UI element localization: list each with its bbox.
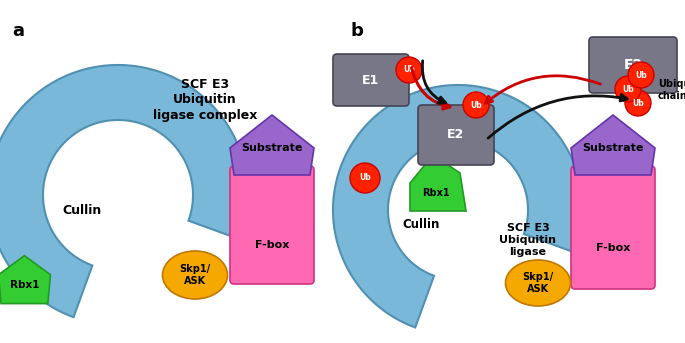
Text: E2: E2 xyxy=(447,129,464,142)
Circle shape xyxy=(615,76,641,102)
FancyArrowPatch shape xyxy=(423,61,445,103)
FancyBboxPatch shape xyxy=(418,105,494,165)
Circle shape xyxy=(625,90,651,116)
Text: F-box: F-box xyxy=(255,240,289,250)
Text: Rbx1: Rbx1 xyxy=(10,280,39,289)
FancyBboxPatch shape xyxy=(230,166,314,284)
Text: Cullin: Cullin xyxy=(62,203,101,216)
Circle shape xyxy=(463,92,489,118)
Text: Ub: Ub xyxy=(470,100,482,109)
FancyArrowPatch shape xyxy=(486,76,600,103)
Polygon shape xyxy=(0,256,51,304)
Text: Skp1/
ASK: Skp1/ ASK xyxy=(179,264,210,286)
Text: Skp1/
ASK: Skp1/ ASK xyxy=(523,272,553,294)
Text: Ub: Ub xyxy=(622,84,634,94)
Text: SCF E3
Ubiquitin
ligase complex: SCF E3 Ubiquitin ligase complex xyxy=(153,78,257,122)
Text: Substrate: Substrate xyxy=(582,143,644,153)
Text: Ub: Ub xyxy=(359,174,371,182)
Text: Substrate: Substrate xyxy=(241,143,303,153)
Polygon shape xyxy=(0,65,248,317)
Text: Ub: Ub xyxy=(632,98,644,107)
FancyArrowPatch shape xyxy=(412,68,450,109)
FancyBboxPatch shape xyxy=(333,54,409,106)
Text: b: b xyxy=(351,22,364,40)
Text: a: a xyxy=(12,22,24,40)
Circle shape xyxy=(628,62,654,88)
Circle shape xyxy=(396,57,422,83)
Polygon shape xyxy=(571,115,655,175)
Circle shape xyxy=(350,163,380,193)
Polygon shape xyxy=(410,155,466,211)
Text: Rbx1: Rbx1 xyxy=(422,188,450,198)
Text: Cullin: Cullin xyxy=(402,218,440,232)
Text: SCF E3
Ubiquitin
ligase: SCF E3 Ubiquitin ligase xyxy=(499,223,556,257)
FancyBboxPatch shape xyxy=(571,166,655,289)
Ellipse shape xyxy=(162,251,227,299)
FancyArrowPatch shape xyxy=(488,94,627,138)
Text: E2: E2 xyxy=(623,58,643,72)
Polygon shape xyxy=(333,85,583,328)
Text: F-box: F-box xyxy=(596,243,630,253)
Text: E1: E1 xyxy=(362,73,379,86)
Text: Ub: Ub xyxy=(403,66,415,74)
Polygon shape xyxy=(230,115,314,175)
Ellipse shape xyxy=(506,260,571,306)
Text: Ubiquitin
chain: Ubiquitin chain xyxy=(658,79,685,101)
Text: Ub: Ub xyxy=(635,71,647,80)
FancyBboxPatch shape xyxy=(589,37,677,93)
